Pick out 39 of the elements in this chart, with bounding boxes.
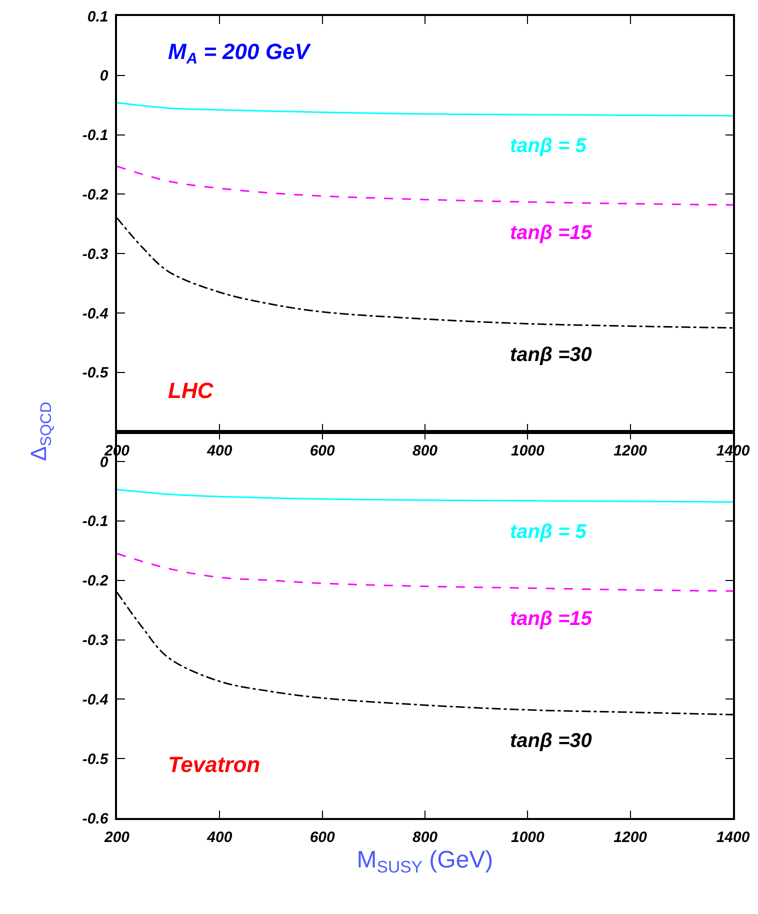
y-tick-label: -0.4 bbox=[82, 305, 109, 322]
line-series bbox=[117, 102, 733, 117]
y-tick-label: -0.3 bbox=[82, 246, 109, 263]
x-tick-label: 200 bbox=[103, 828, 130, 846]
y-tick-label: 0 bbox=[100, 68, 109, 85]
x-tick-label: 800 bbox=[412, 828, 438, 846]
series-label: tanβ = 5 bbox=[510, 521, 588, 543]
y-tick-label: -0.6 bbox=[82, 810, 109, 828]
x-axis-title: M$_{SUSY}$ (GeV) bbox=[356, 846, 494, 877]
y-tick-label: -0.1 bbox=[82, 127, 108, 144]
x-tick-label: 1400 bbox=[716, 828, 750, 846]
line-series bbox=[117, 166, 733, 206]
y-tick-label: -0.5 bbox=[82, 750, 109, 768]
y-tick-label: -0.2 bbox=[82, 572, 109, 590]
series-label: tanβ =15 bbox=[510, 222, 593, 244]
x-tick-label: 400 bbox=[206, 442, 233, 460]
series-label: tanβ =15 bbox=[510, 608, 593, 630]
y-tick-label: -0.4 bbox=[82, 691, 109, 708]
x-tick-label: 800 bbox=[412, 442, 438, 460]
x-tick-label: 600 bbox=[310, 442, 336, 460]
y-tick-label: -0.5 bbox=[82, 364, 109, 382]
line-series bbox=[117, 488, 733, 503]
y-tick-label: 0.1 bbox=[87, 8, 108, 26]
x-tick-label: 600 bbox=[310, 828, 336, 846]
y-tick-label: -0.2 bbox=[82, 186, 109, 204]
x-tick-label: 1200 bbox=[614, 828, 648, 846]
y-tick-label: -0.1 bbox=[82, 513, 108, 530]
line-series bbox=[117, 552, 733, 592]
annotation: LHC bbox=[168, 378, 214, 403]
series-label: tanβ =30 bbox=[510, 730, 592, 752]
series-label: tanβ =30 bbox=[510, 344, 592, 366]
x-tick-label: 1000 bbox=[510, 442, 546, 460]
x-tick-label: 1000 bbox=[510, 828, 546, 846]
annotation: Tevatron bbox=[168, 752, 260, 777]
annotation: M$_{A}$ = 200 GeV bbox=[168, 39, 312, 68]
x-tick-label: 1200 bbox=[614, 442, 648, 460]
y-tick-label: -0.3 bbox=[82, 632, 109, 650]
x-tick-label: 400 bbox=[206, 828, 233, 846]
series-label: tanβ = 5 bbox=[510, 135, 588, 157]
